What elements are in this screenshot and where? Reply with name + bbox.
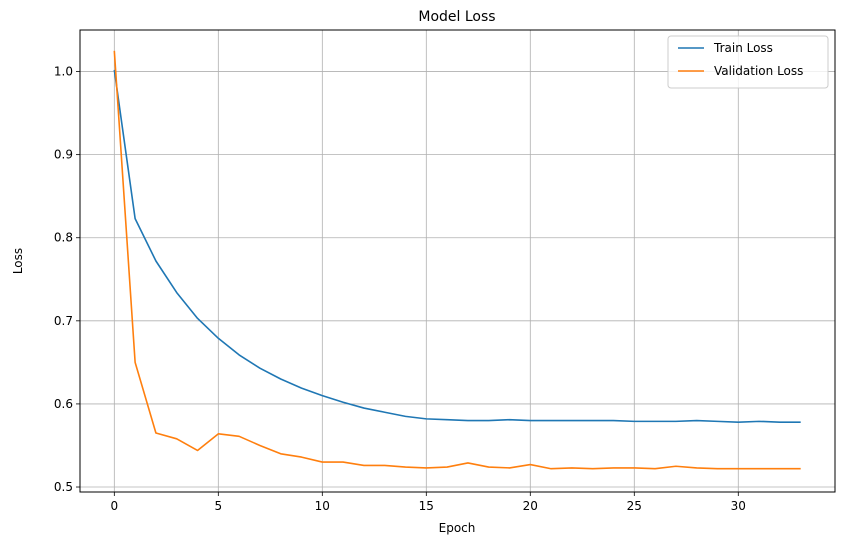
y-axis: 0.5 0.6 0.7 0.8 0.9 1.0 [54,65,80,494]
x-tick-label: 0 [110,499,118,513]
x-tick-label: 10 [315,499,330,513]
series-line-train-loss [113,69,801,424]
y-tick-label: 0.7 [54,314,73,328]
chart-title: Model Loss [418,9,495,25]
legend-box [667,35,829,89]
legend-label-train-loss: Train Loss [713,41,773,55]
plot-frame [79,29,836,493]
y-tick-label: 1.0 [54,65,73,79]
x-axis: 0 5 10 15 20 25 30 [110,492,746,513]
y-tick-label: 0.8 [54,231,73,245]
y-tick-label: 0.9 [54,148,73,162]
series-line-validation-loss [113,50,801,470]
legend: Train Loss Validation Loss [667,35,829,89]
x-tick-label: 15 [419,499,434,513]
y-tick-label: 0.6 [54,397,73,411]
x-tick-label: 20 [523,499,538,513]
x-axis-title: Epoch [439,521,476,535]
y-axis-title: Loss [11,248,25,274]
legend-label-validation-loss: Validation Loss [714,64,803,78]
x-tick-label: 25 [627,499,642,513]
grid [80,30,835,492]
x-tick-label: 5 [214,499,222,513]
x-tick-label: 30 [731,499,746,513]
y-tick-label: 0.5 [54,480,73,494]
series-layer [113,50,801,470]
